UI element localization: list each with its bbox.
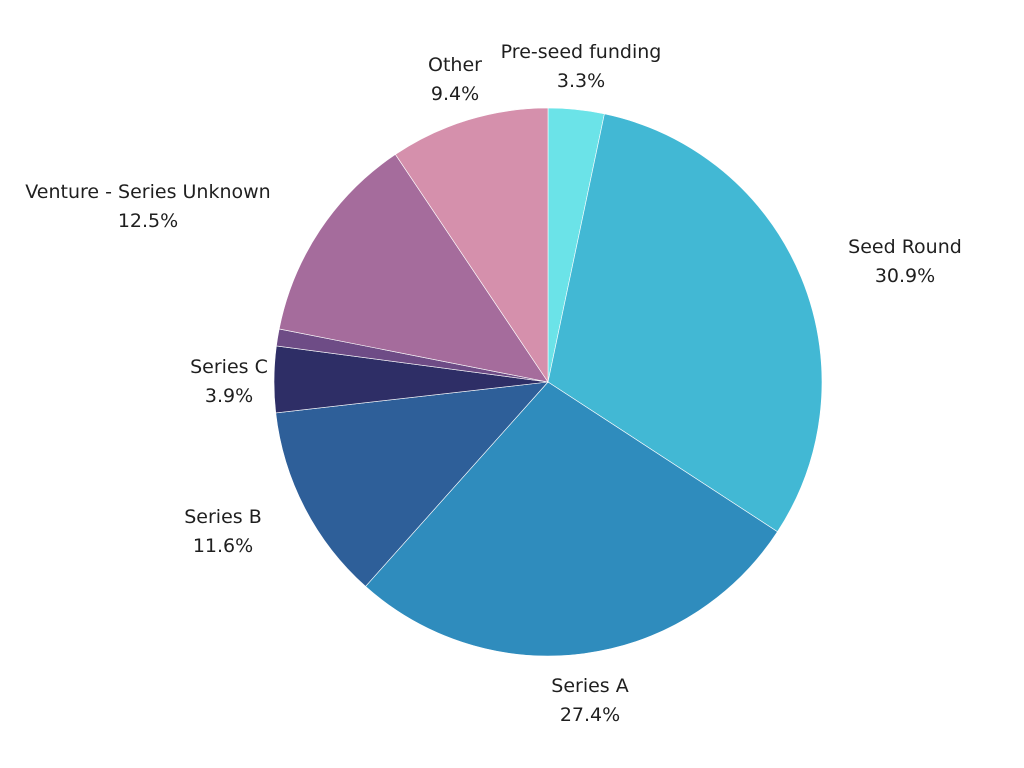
slice-value-label: 3.9% (205, 385, 253, 407)
slice-value-label: 9.4% (431, 83, 479, 105)
slice-value-label: 11.6% (193, 535, 253, 557)
pie-slice-other (395, 107, 549, 383)
slice-label: Other (428, 54, 482, 76)
slice-value-label: 30.9% (875, 265, 935, 287)
pie-slice-series-a (365, 381, 778, 657)
slice-label: Series C (190, 356, 268, 378)
slice-value-label: 3.3% (557, 70, 605, 92)
pie-slice-seed-round (547, 113, 823, 533)
slice-label: Venture - Series Unknown (25, 181, 270, 203)
pie-slice-series-b (275, 381, 549, 587)
slice-value-label: 12.5% (118, 210, 178, 232)
pie-slice-venture-series-unknown (278, 154, 549, 383)
slice-value-label: 27.4% (560, 704, 620, 726)
slice-label: Seed Round (848, 236, 962, 258)
slice-label: Pre-seed funding (501, 41, 662, 63)
slice-labels: Pre-seed funding 3.3% Seed Round 30.9% Serie… (25, 41, 962, 726)
pie-slices (273, 107, 823, 657)
slice-label: Series A (551, 675, 628, 697)
slice-label: Series B (184, 506, 262, 528)
